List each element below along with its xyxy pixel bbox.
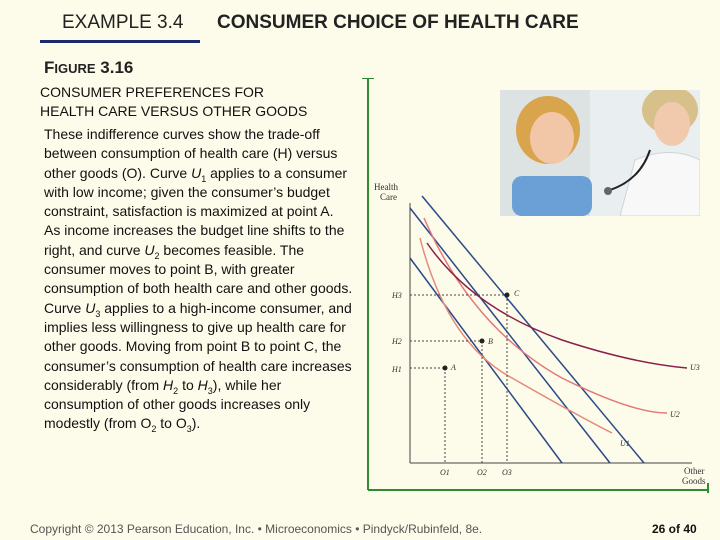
child-shirt — [512, 176, 592, 216]
figure-label: FIGURE 3.16 — [44, 58, 133, 78]
curve-symbol: U — [144, 241, 155, 258]
slide-title: CONSUMER CHOICE OF HEALTH CARE — [217, 12, 579, 33]
curve-label-u3: U3 — [690, 363, 700, 372]
y-axis-label-line2: Care — [380, 192, 397, 202]
tick-label-h1: H1 — [391, 365, 402, 374]
doctor-child-photo — [500, 90, 700, 216]
curve-label-u1: U1 — [620, 439, 630, 448]
point-label-c: C — [514, 289, 520, 298]
caption-text: applies to a high-income consumer, and i… — [44, 299, 352, 393]
caption-text: ), while her consumption of other goods … — [44, 376, 311, 432]
point-a — [442, 365, 448, 371]
subscript: 3 — [186, 424, 192, 435]
subscript: 3 — [207, 385, 213, 396]
curve-label-u2: U2 — [670, 410, 680, 419]
figure-caption: These indifference curves show the trade… — [44, 125, 354, 434]
subscript: 2 — [154, 250, 160, 261]
point-label-b: B — [488, 337, 493, 346]
y-axis-label-line1: Health — [374, 182, 398, 192]
caption-text: applies to a consumer with low income; g… — [44, 164, 348, 220]
page-number: 26 of 40 — [652, 522, 697, 536]
subscript: 2 — [151, 424, 157, 435]
point-b — [479, 338, 485, 344]
figure-title: CONSUMER PREFERENCES FOR HEALTH CARE VER… — [40, 83, 370, 121]
figure-title-line2: HEALTH CARE VERSUS OTHER GOODS — [40, 103, 308, 119]
x-axis-label-line1: Other — [684, 466, 705, 476]
figure-title-line1: CONSUMER PREFERENCES FOR — [40, 84, 265, 100]
tick-label-o2: O2 — [477, 468, 487, 477]
tick-label-h2: H2 — [391, 337, 402, 346]
stethoscope — [609, 149, 651, 191]
child-face — [530, 112, 574, 164]
caption-text: As income increases the budget line shif… — [44, 222, 345, 258]
caption-text: ). — [191, 415, 201, 432]
figure-label-initial: F — [44, 58, 55, 77]
curve-u3 — [426, 242, 688, 369]
figure-label-rest: IGURE — [54, 61, 96, 76]
subscript: 3 — [95, 308, 101, 319]
budget-line-3 — [421, 195, 645, 464]
variable-symbol: O — [175, 415, 187, 432]
caption-text: to — [178, 376, 198, 393]
variable-symbol: H — [197, 376, 208, 393]
subscript: 2 — [173, 385, 179, 396]
caption-paragraph-3: Curve U3 applies to a high-income consum… — [44, 299, 354, 434]
doctor-face — [654, 102, 690, 146]
header-divider — [40, 40, 200, 43]
stethoscope-head — [604, 187, 612, 195]
example-label: EXAMPLE 3.4 — [62, 12, 184, 33]
subscript: 1 — [201, 173, 207, 184]
copyright-footer: Copyright © 2013 Pearson Education, Inc.… — [30, 522, 483, 536]
curve-symbol: U — [85, 299, 96, 316]
point-c — [504, 292, 510, 298]
caption-paragraph-1: These indifference curves show the trade… — [44, 125, 354, 221]
curve-symbol: U — [191, 164, 202, 181]
x-axis-label-line2: Goods — [682, 476, 706, 486]
indifference-curve-graph: Health Care Other Goods A B C H3 H2 H1 O… — [362, 78, 709, 493]
variable-symbol: H — [163, 376, 174, 393]
variable-symbol: O — [140, 415, 152, 432]
caption-text: to — [156, 415, 176, 432]
point-label-a: A — [450, 363, 456, 372]
curve-u2 — [423, 217, 668, 414]
caption-paragraph-2: As income increases the budget line shif… — [44, 221, 354, 298]
caption-text: Curve — [44, 299, 86, 316]
tick-label-o1: O1 — [440, 468, 450, 477]
caption-text: becomes feasible. The consumer moves to … — [44, 241, 353, 297]
caption-text: These indifference curves show the trade… — [44, 126, 338, 181]
tick-label-o3: O3 — [502, 468, 512, 477]
tick-label-h3: H3 — [391, 291, 402, 300]
budget-line-2 — [409, 207, 611, 464]
figure-label-number: 3.16 — [95, 58, 134, 77]
